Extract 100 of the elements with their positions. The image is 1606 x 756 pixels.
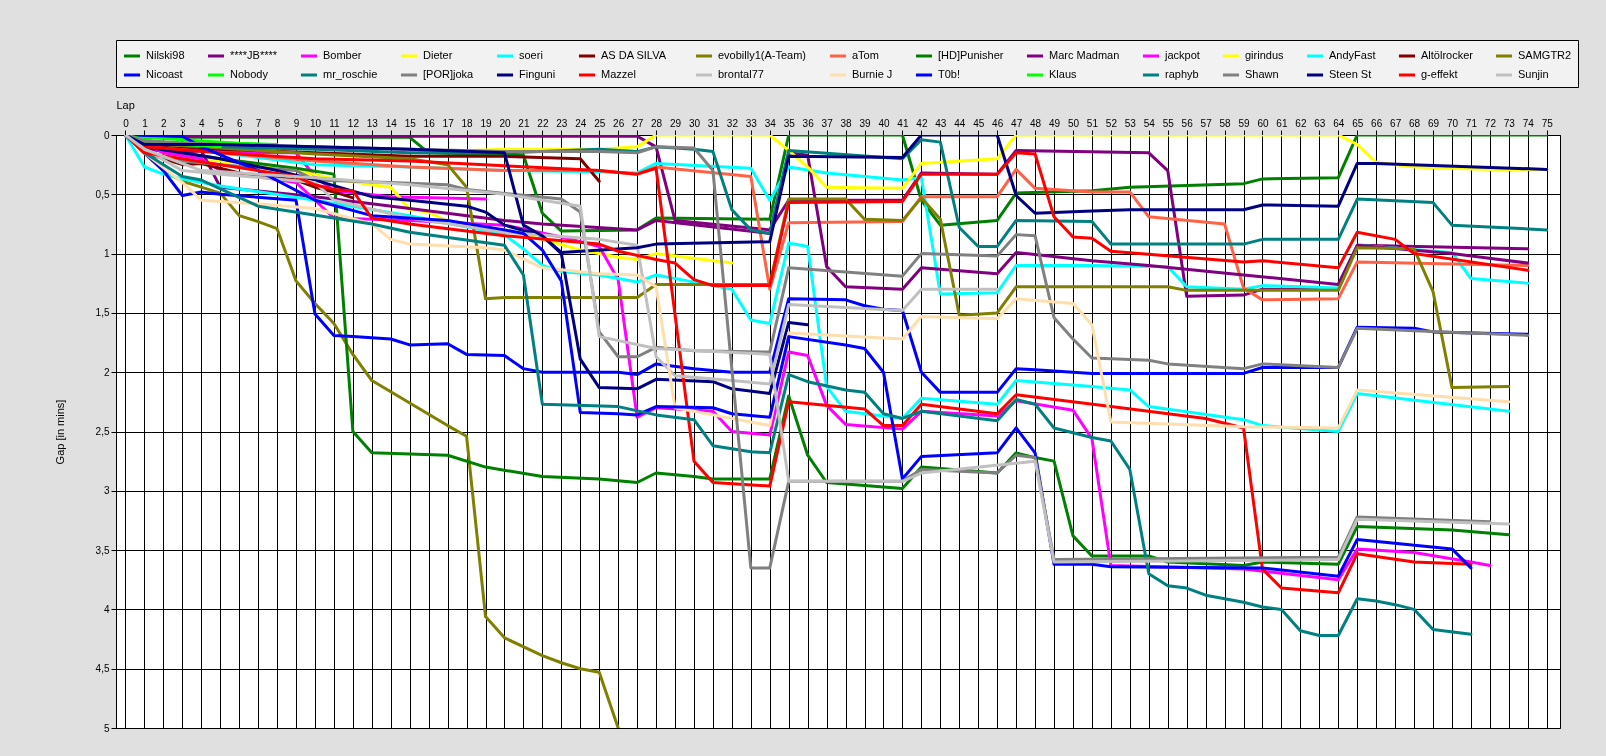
x-tick-label: 35 [783,117,796,129]
x-tick-label: 46 [992,117,1004,129]
x-tick-label: 40 [878,117,890,129]
legend-label: [POR]joka [423,68,475,80]
legend-label: evobilly1(A-Team) [718,49,807,61]
y-tick-label: 4,5 [95,663,110,675]
x-tick-label: 65 [1352,117,1364,129]
legend-label: g-effekt [1421,68,1458,80]
legend-label: aTom [852,49,879,61]
x-tick-label: 21 [518,117,530,129]
x-tick-label: 69 [1427,117,1440,129]
x-tick-label: 6 [236,117,243,129]
x-tick-label: 16 [423,117,436,129]
x-tick-label: 11 [329,117,341,129]
legend-label: T0b! [938,68,961,80]
x-tick-label: 17 [442,117,455,129]
x-tick-label: 34 [764,117,777,129]
x-tick-label: 53 [1124,117,1137,129]
x-tick-label: 44 [954,117,966,129]
y-axis-title: Gap [in mins] [53,399,66,465]
x-tick-label: 3 [180,117,187,129]
legend-label: Klaus [1049,68,1078,80]
x-tick-label: 68 [1409,117,1421,129]
y-tick-label: 3 [103,485,110,497]
x-axis-title: Lap [116,98,135,111]
x-tick-label: 33 [745,117,758,129]
x-tick-label: 64 [1333,117,1345,129]
x-tick-label: 75 [1541,117,1554,129]
x-tick-label: 15 [404,117,417,129]
x-tick-label: 39 [859,117,872,129]
x-tick-label: 42 [916,117,928,129]
x-tick-label: 37 [821,117,834,129]
x-tick-label: 57 [1200,117,1213,129]
x-tick-label: 66 [1371,117,1383,129]
y-tick-label: 0 [103,129,110,141]
legend-label: girindus [1245,49,1285,61]
legend-label: Mazzel [601,68,636,80]
x-tick-label: 56 [1181,117,1194,129]
y-tick-label: 5 [103,722,110,734]
x-tick-label: 13 [366,117,379,129]
x-tick-label: 8 [274,117,281,129]
x-tick-label: 70 [1446,117,1459,129]
legend-label: Nicoast [146,68,183,80]
x-tick-label: 48 [1030,117,1042,129]
x-tick-label: 9 [293,117,300,129]
x-tick-label: 28 [651,117,663,129]
x-tick-label: 1 [142,117,149,129]
legend-label: Finguni [519,68,556,80]
legend-label: soeri [519,49,543,61]
x-tick-label: 73 [1503,117,1516,129]
y-tick-label: 4 [103,603,110,615]
legend-label: Steen St [1329,68,1372,80]
x-tick-label: 27 [632,117,644,129]
x-tick-label: 4 [198,117,205,129]
legend-label: mr_roschie [323,68,378,80]
x-tick-label: 74 [1522,117,1535,129]
x-tick-label: 41 [897,117,909,129]
y-tick-label: 1 [103,248,110,260]
legend-label: Altölrocker [1421,49,1474,61]
legend-label: raphyb [1165,68,1199,80]
x-tick-label: 20 [499,117,511,129]
x-tick-label: 49 [1048,117,1061,129]
legend-label: Dieter [423,49,453,61]
x-tick-label: 19 [480,117,493,129]
legend-label: Marc Madman [1049,49,1120,61]
x-tick-label: 38 [840,117,853,129]
legend-label: Burnie J [852,68,893,80]
x-tick-label: 23 [556,117,568,129]
x-tick-label: 63 [1314,117,1326,129]
x-tick-label: 24 [575,117,587,129]
x-tick-label: 30 [688,117,701,129]
x-tick-label: 51 [1086,117,1099,129]
x-tick-label: 32 [726,117,739,129]
x-tick-label: 14 [385,117,398,129]
x-tick-label: 59 [1238,117,1251,129]
legend-label: [HD]Punisher [938,49,1004,61]
x-tick-label: 58 [1219,117,1232,129]
legend-label: Bomber [323,49,362,61]
legend-label: Nilski98 [146,49,185,61]
legend-label: Sunjin [1518,68,1549,80]
legend-label: brontal77 [718,68,764,80]
legend-label: ****JB**** [230,49,278,61]
x-tick-label: 45 [973,117,985,129]
y-tick-label: 0,5 [95,188,110,200]
x-tick-label: 60 [1257,117,1269,129]
x-tick-label: 52 [1105,117,1118,129]
x-tick-label: 25 [594,117,606,129]
x-tick-label: 71 [1465,117,1478,129]
x-tick-label: 7 [255,117,262,129]
x-tick-label: 72 [1484,117,1497,129]
x-tick-label: 54 [1143,117,1156,129]
y-tick-label: 2,5 [95,426,110,437]
legend-label: Shawn [1245,68,1279,80]
x-tick-label: 67 [1390,117,1402,129]
x-tick-label: 43 [935,117,947,129]
legend-label: AS DA SILVA [601,49,667,61]
x-tick-label: 18 [461,117,474,129]
x-tick-label: 31 [707,117,720,129]
legend-label: Nobody [230,68,269,80]
legend-label: jackpot [1164,49,1200,61]
